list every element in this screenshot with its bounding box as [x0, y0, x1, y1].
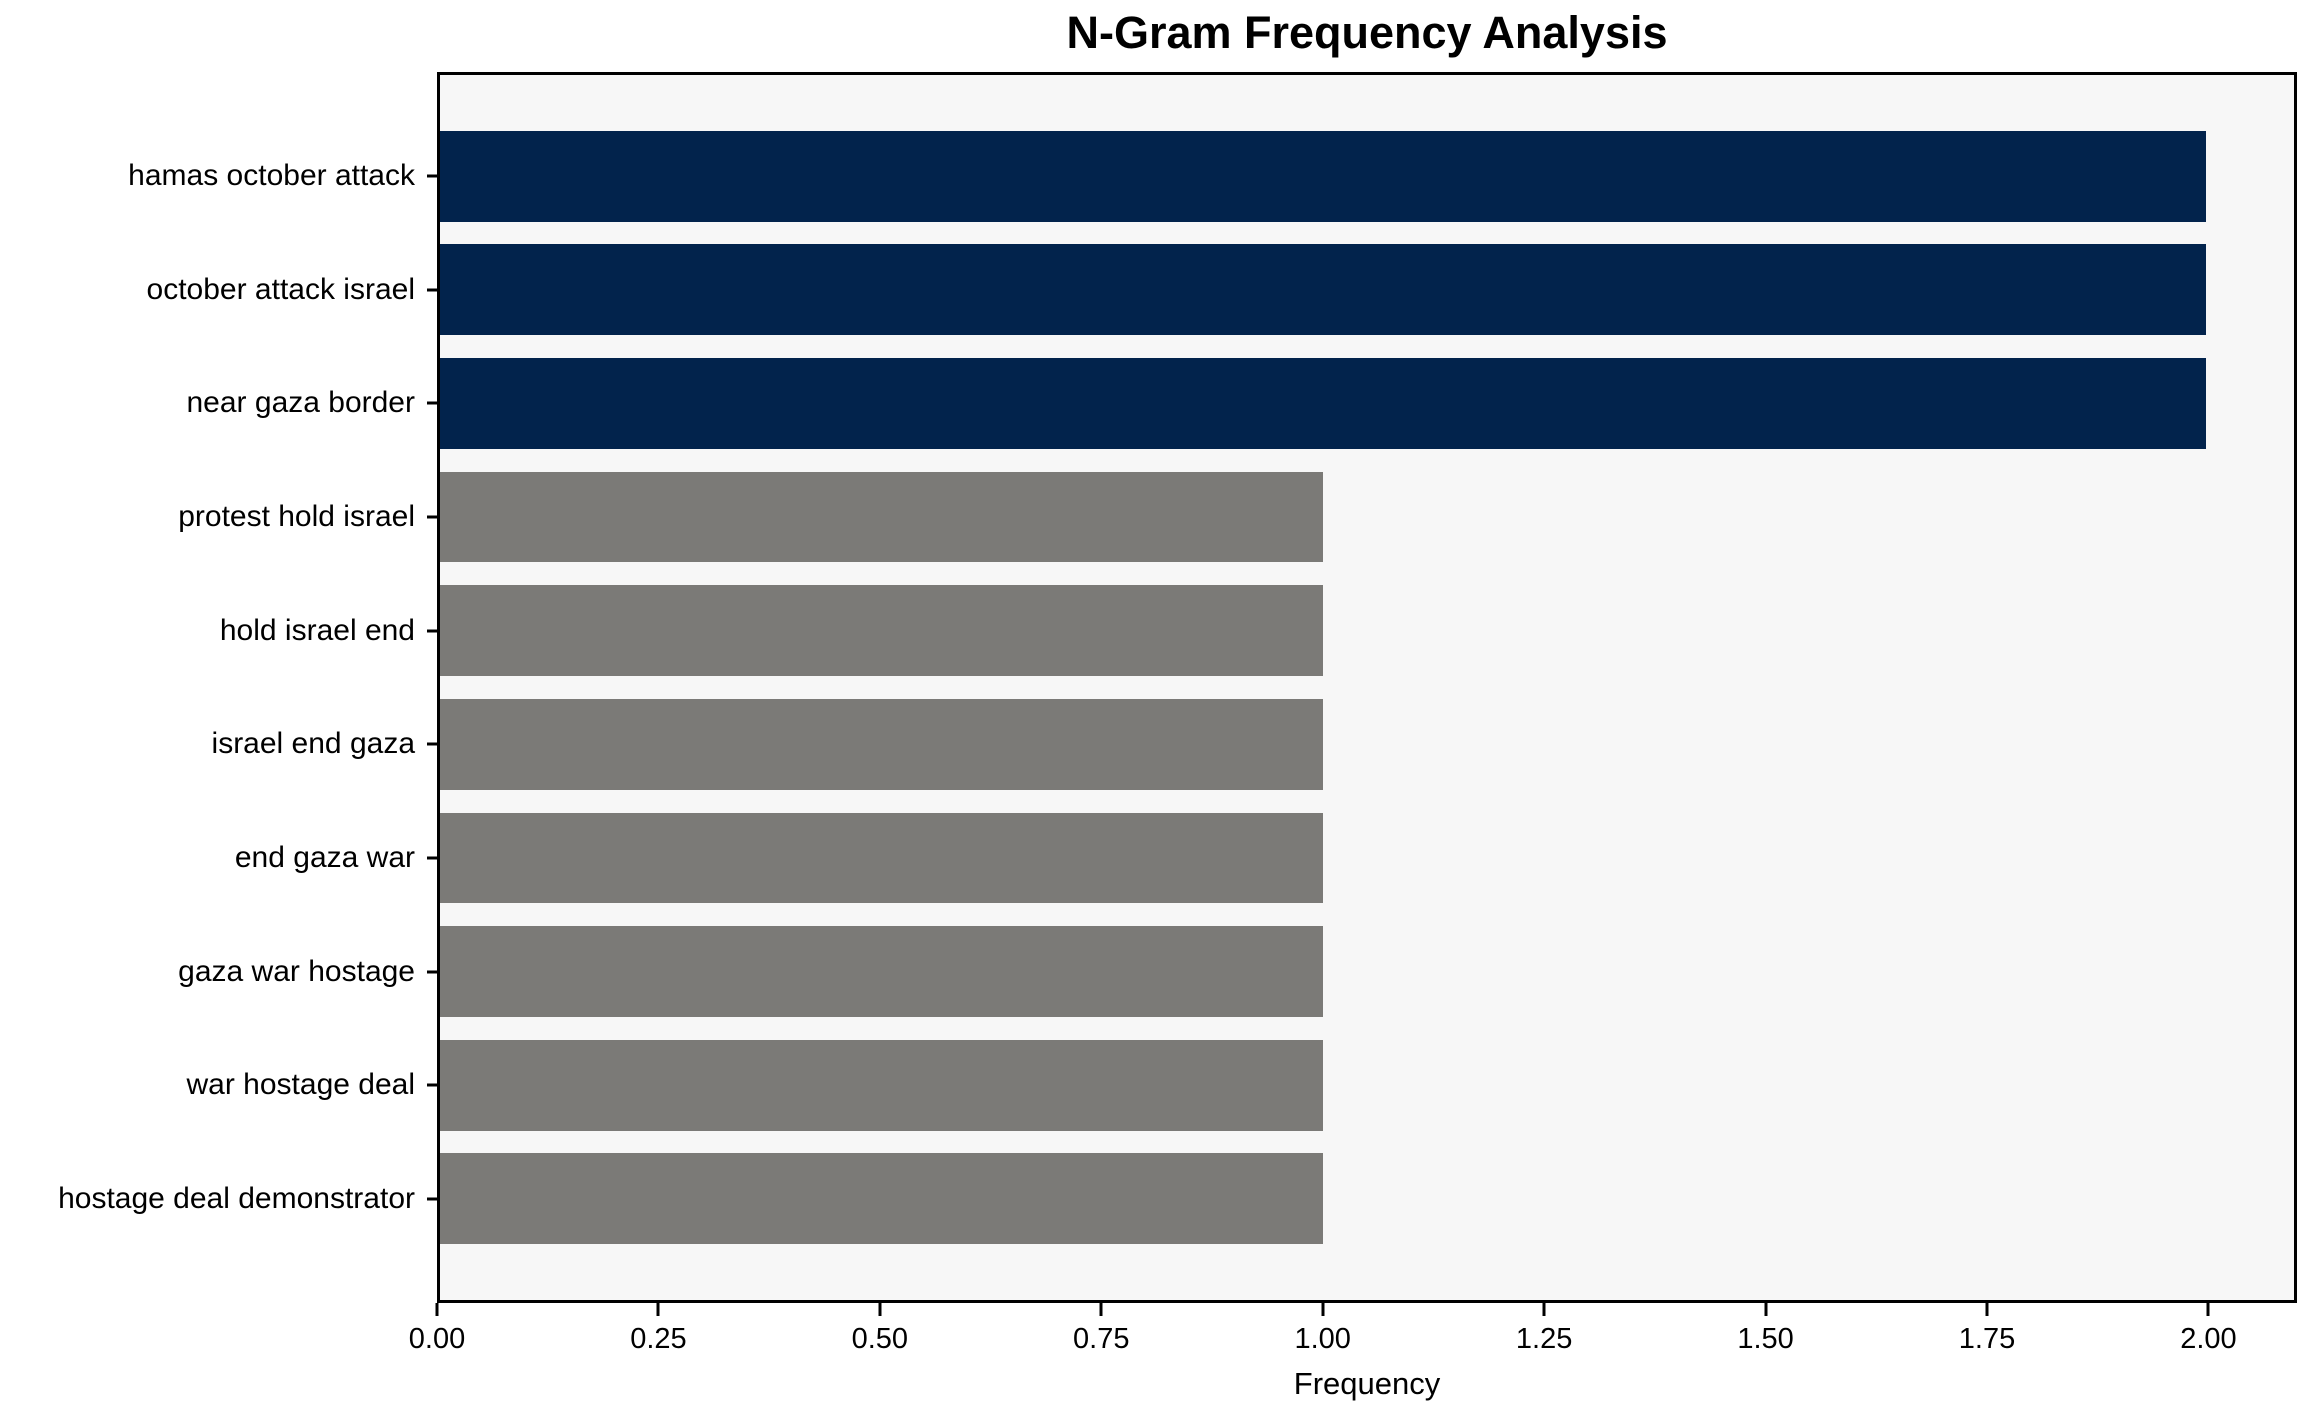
y-axis-tick [427, 515, 437, 519]
y-axis-tick [427, 174, 437, 178]
y-axis-label: hamas october attack [128, 159, 415, 193]
x-axis-tick [1542, 1303, 1546, 1316]
plot-area: hamas october attack october attack israe… [58, 72, 2297, 1303]
y-axis-label: october attack israel [146, 272, 415, 306]
bar [440, 1153, 1323, 1245]
x-axis-tick-label: 0.00 [408, 1323, 466, 1355]
x-axis-tick-label: 1.50 [1737, 1323, 1794, 1355]
bar [440, 130, 2206, 222]
x-axis-tick-label: 1.25 [1515, 1323, 1573, 1355]
x-axis-tick-label: 1.75 [1958, 1323, 2016, 1355]
x-axis-tick [1985, 1303, 1989, 1316]
x-axis-tick [2206, 1303, 2210, 1316]
y-axis-label: gaza war hostage [178, 954, 415, 988]
x-axis-tick [1321, 1303, 1325, 1316]
bar [440, 1039, 1323, 1131]
y-axis-label: hold israel end [219, 613, 415, 647]
y-axis-tick [427, 856, 437, 860]
y-axis-label: israel end gaza [211, 727, 415, 761]
x-axis-tick-label: 0.50 [851, 1323, 909, 1355]
bar [440, 471, 1323, 563]
y-axis-label: hostage deal demonstrator [58, 1181, 415, 1215]
y-axis-tick [427, 288, 437, 292]
x-axis-title: Frequency [1293, 1366, 1441, 1401]
x-axis-tick [878, 1303, 882, 1316]
x-axis-tick [435, 1303, 439, 1316]
y-axis-label: end gaza war [234, 840, 415, 874]
y-axis-label: war hostage deal [186, 1068, 416, 1102]
bar [440, 585, 1323, 677]
bar [440, 698, 1323, 790]
x-axis-tick-label: 1.00 [1294, 1323, 1351, 1355]
y-axis-label: near gaza border [186, 386, 416, 420]
x-axis-tick-label: 0.75 [1073, 1323, 1130, 1355]
x-axis-tick [1764, 1303, 1768, 1316]
chart-title: N-Gram Frequency Analysis [1066, 7, 1668, 58]
y-axis-tick [427, 970, 437, 974]
x-axis-tick-label: 0.25 [630, 1323, 687, 1355]
x-axis-tick [1099, 1303, 1103, 1316]
x-axis-tick [656, 1303, 660, 1316]
x-axis-tick-label: 2.00 [2180, 1323, 2237, 1355]
bar [440, 812, 1323, 904]
y-axis-tick [427, 1083, 437, 1087]
y-axis-tick [427, 1197, 437, 1201]
bars-layer: hamas october attack october attack israe… [58, 75, 2294, 1300]
bar [440, 357, 2206, 449]
y-axis-label: protest hold israel [178, 500, 415, 534]
bar [440, 244, 2206, 336]
y-axis-tick [427, 401, 437, 405]
y-axis-tick [427, 742, 437, 746]
y-axis-tick [427, 629, 437, 633]
bar [440, 926, 1323, 1018]
x-axis: 0.00 0.25 0.50 0.75 1.00 1.25 1.50 1.75 2.00 [409, 1303, 2297, 1373]
